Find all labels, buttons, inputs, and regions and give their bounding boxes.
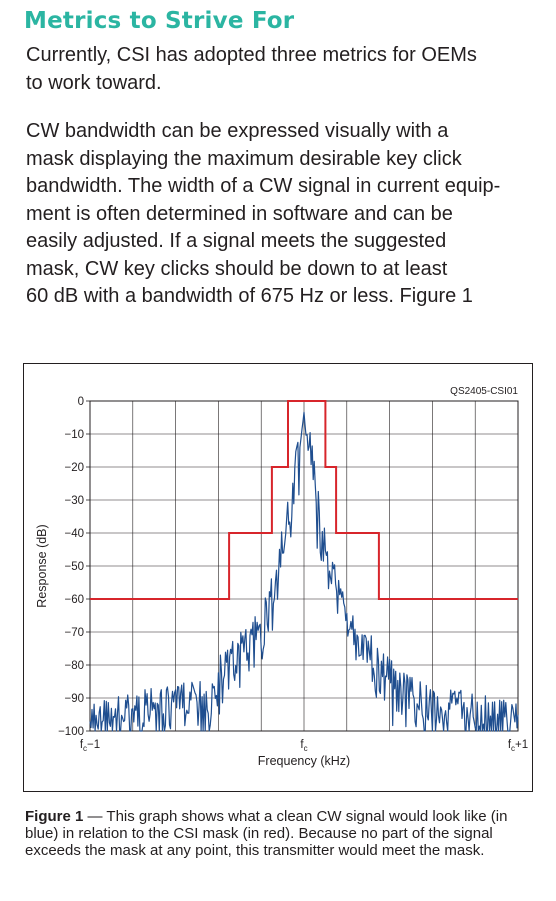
response-chart: QS2405-CSI01 0 −10 −20 −30 −40 −50 −60 −70 −80 −9… [35,386,528,768]
figure-caption: Figure 1 — This graph shows what a clean… [25,808,535,859]
y-tick-label: −100 [58,726,84,738]
y-axis-ticks: 0 −10 −20 −30 −40 −50 −60 −70 −80 −90 −100 [58,396,90,738]
intro-line: Currently, CSI has adopted three metrics… [26,44,477,66]
body-line: easily adjusted. If a signal meets the s… [26,230,447,252]
body-paragraph: CW bandwidth can be expressed visually w… [26,118,536,311]
figure-1: QS2405-CSI01 0 −10 −20 −30 −40 −50 −60 −70 −80 −9… [23,363,533,792]
section-heading: Metrics to Strive For [24,8,295,34]
chart-grid [89,400,519,732]
chart-series [89,400,519,732]
figure-id-label: QS2405-CSI01 [450,386,518,397]
y-tick-label: −40 [64,528,84,540]
x-tick-label: fc+1 [508,739,528,753]
y-tick-label: −90 [64,693,84,705]
body-line: CW bandwidth can be expressed visually w… [26,120,449,142]
y-tick-label: 0 [78,396,84,408]
y-axis-label: Response (dB) [35,524,49,607]
intro-line: to work toward. [26,71,162,94]
y-tick-label: −60 [64,594,84,606]
caption-text: — This graph shows what a clean CW signa… [25,808,508,859]
y-tick-label: −70 [64,627,84,639]
y-tick-label: −30 [64,495,84,507]
x-tick-label: fc−1 [80,739,100,753]
intro-paragraph: Currently, CSI has adopted three metrics… [26,42,526,97]
x-tick-label: fc [300,739,307,753]
x-axis-label: Frequency (kHz) [258,754,350,768]
y-tick-label: −50 [64,561,84,573]
csi-mask-line [90,400,518,600]
signal-trace [89,411,519,732]
body-line: mask displaying the maximum desirable ke… [26,147,462,170]
y-tick-label: −10 [64,429,84,441]
y-tick-label: −80 [64,660,84,672]
body-line: bandwidth. The width of a CW signal in c… [26,175,501,197]
body-line: 60 dB with a bandwidth of 675 Hz or less… [26,285,473,307]
body-line: ment is often determined in software and… [26,202,453,225]
body-line: mask, CW key clicks should be down to at… [26,257,448,280]
x-axis-ticks: fc−1 fc fc+1 [80,739,528,753]
caption-label: Figure 1 [25,808,84,825]
y-tick-label: −20 [64,462,84,474]
